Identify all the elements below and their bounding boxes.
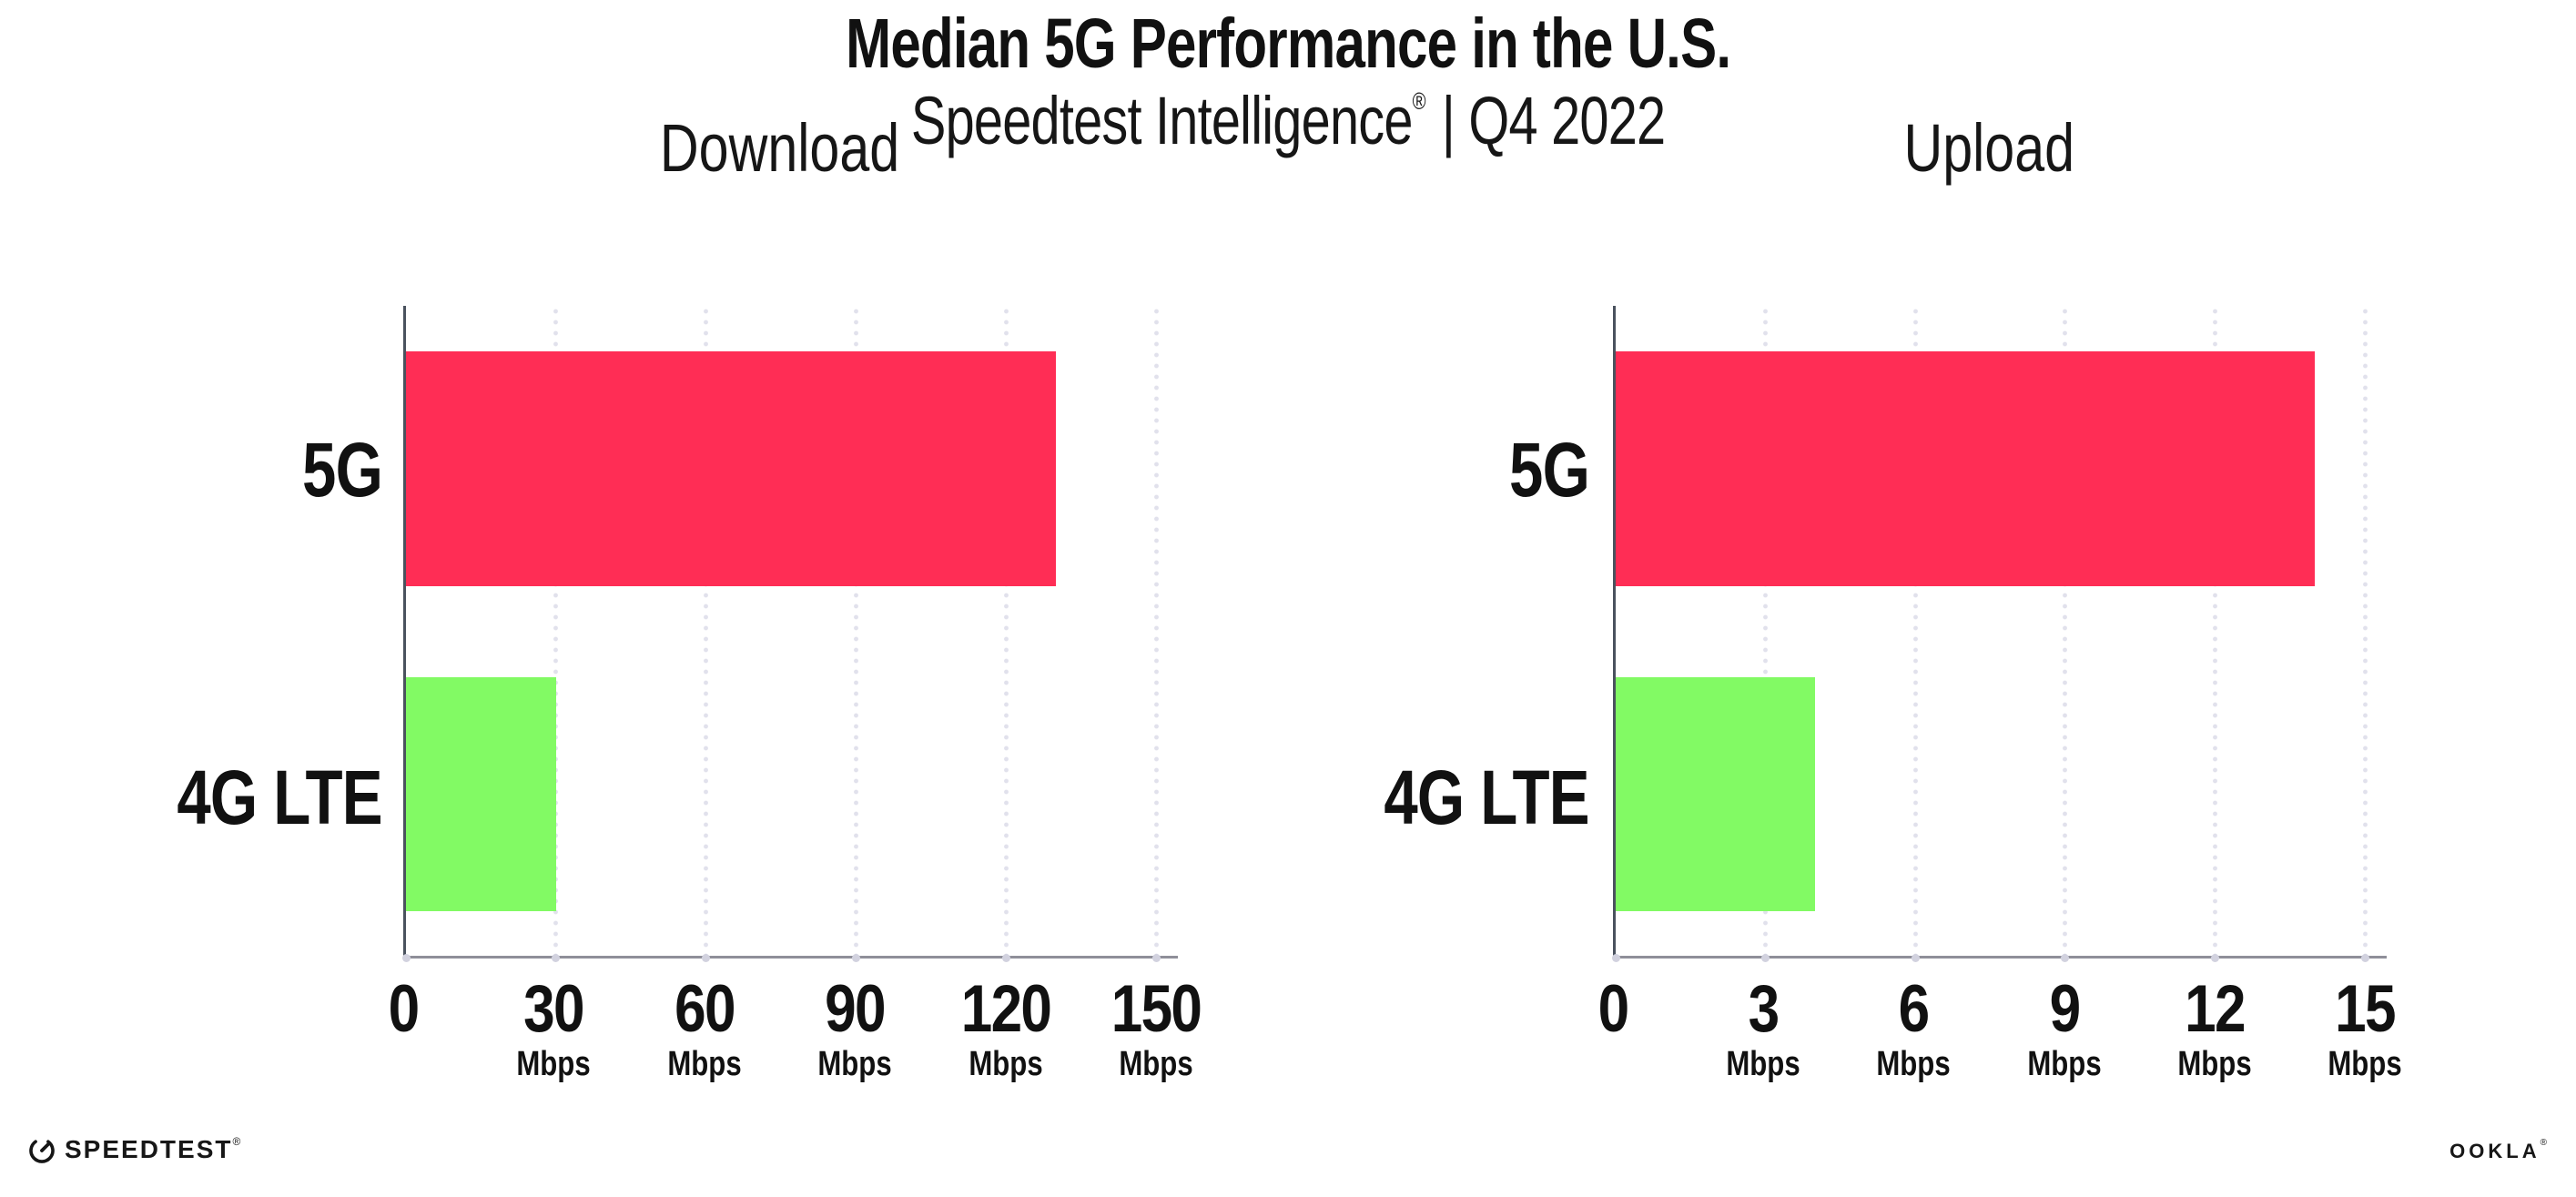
gridline-3-mbps	[1763, 306, 1769, 956]
tick-number: 9	[2049, 972, 2081, 1046]
tick-unit-label: Mbps	[817, 1045, 892, 1083]
tick-number: 90	[825, 972, 886, 1046]
axis-tick-dot	[2360, 954, 2369, 962]
gridline-150-mbps	[1153, 306, 1159, 956]
speedtest-logo: SPEEDTEST ®	[27, 1131, 240, 1168]
tick-number: 0	[1597, 972, 1630, 1046]
upload-scale-region	[1611, 306, 2369, 962]
speedtest-wordmark: SPEEDTEST	[65, 1135, 233, 1163]
category-label-4g-lte: 4G LTE	[1384, 755, 1590, 840]
gridline-30-mbps	[553, 306, 559, 956]
gridline-90-mbps	[853, 306, 858, 956]
gridline-9-mbps	[2063, 306, 2068, 956]
tick-unit-label: Mbps	[1119, 1045, 1193, 1083]
axis-tick-dot	[2061, 954, 2070, 962]
download-x-axis-ticks: 0 30 Mbps 60 Mbps 90 Mbps 120 Mbps 150 Mbps	[389, 972, 1202, 1092]
x-tick-label-15: 15 Mbps	[2256, 972, 2474, 1084]
download-plot-area	[401, 306, 1178, 962]
page-subtitle: Speedtest Intelligence® | Q4 2022	[0, 84, 2576, 173]
tick-number: 15	[2335, 972, 2396, 1046]
axis-tick-dot	[702, 954, 711, 962]
axis-tick-dot	[851, 954, 860, 962]
tick-number: 0	[388, 972, 421, 1046]
page-title-text: Median 5G Performance in the U.S.	[845, 5, 1731, 83]
bar-4g-lte	[1616, 677, 1816, 912]
x-tick-label-9: 9 Mbps	[1955, 972, 2174, 1084]
page-subtitle-text: Speedtest Intelligence® | Q4 2022	[911, 84, 1666, 173]
tick-unit-label: Mbps	[1726, 1045, 1800, 1083]
x-tick-label-0: 0	[1504, 974, 1722, 1045]
bar-5g	[406, 350, 1057, 586]
upload-x-axis-ticks: 0 3 Mbps 6 Mbps 9 Mbps 12 Mbps 15 Mbps	[1598, 972, 2402, 1092]
tick-number: 12	[2184, 972, 2246, 1046]
tick-unit-label: Mbps	[516, 1045, 592, 1083]
upload-category-labels: 5G 4G LTE	[1347, 306, 1590, 959]
tick-number: 150	[1111, 972, 1202, 1046]
category-label-4g-lte: 4G LTE	[177, 755, 383, 840]
axis-tick-dot	[401, 954, 411, 962]
x-tick-label-6: 6 Mbps	[1804, 972, 2023, 1084]
tick-number: 60	[674, 972, 735, 1046]
axis-tick-dot	[1911, 954, 1920, 962]
subtitle-period: | Q4 2022	[1441, 83, 1666, 158]
ookla-logo: OOKLA ®	[2449, 1138, 2547, 1163]
bar-4g-lte	[406, 677, 556, 912]
download-chart-title: Download	[659, 110, 900, 186]
tick-unit-label: Mbps	[2026, 1045, 2102, 1083]
page-title: Median 5G Performance in the U.S.	[0, 5, 2576, 82]
tick-unit-label: Mbps	[2328, 1045, 2402, 1083]
gridline-60-mbps	[704, 306, 709, 956]
axis-tick-dot	[1611, 954, 1620, 962]
axis-tick-dot	[1151, 954, 1161, 962]
registered-mark: ®	[1412, 87, 1426, 115]
axis-tick-dot	[1761, 954, 1770, 962]
x-tick-label-150: 150 Mbps	[1047, 972, 1265, 1084]
tick-number: 30	[523, 972, 585, 1046]
axis-tick-dot	[2210, 954, 2219, 962]
axis-tick-dot	[552, 954, 561, 962]
axis-tick-dot	[1001, 954, 1010, 962]
category-label-5g: 5G	[301, 427, 383, 512]
tick-unit-label: Mbps	[1876, 1045, 1952, 1083]
registered-mark: ®	[2540, 1138, 2547, 1148]
category-label-5g: 5G	[1508, 427, 1590, 512]
x-tick-label-3: 3 Mbps	[1654, 972, 1872, 1084]
download-scale-region	[401, 306, 1161, 962]
tick-number: 120	[960, 972, 1051, 1046]
gridline-120-mbps	[1003, 306, 1009, 956]
bar-5g	[1616, 350, 2316, 586]
gridline-15-mbps	[2362, 306, 2368, 956]
x-tick-label-60: 60 Mbps	[595, 972, 814, 1084]
x-tick-label-90: 90 Mbps	[745, 972, 964, 1084]
subtitle-brand: Speedtest Intelligence	[910, 83, 1414, 158]
registered-mark: ®	[232, 1135, 241, 1148]
tick-unit-label: Mbps	[667, 1045, 742, 1083]
upload-chart-title: Upload	[1903, 110, 2074, 186]
tick-unit-label: Mbps	[2177, 1045, 2252, 1083]
x-tick-label-30: 30 Mbps	[444, 972, 663, 1084]
download-category-labels: 5G 4G LTE	[137, 306, 383, 959]
gridline-12-mbps	[2212, 306, 2217, 956]
upload-plot-area	[1611, 306, 2387, 962]
x-tick-label-12: 12 Mbps	[2105, 972, 2324, 1084]
x-tick-label-120: 120 Mbps	[897, 972, 1115, 1084]
tick-number: 6	[1898, 972, 1931, 1046]
tick-unit-label: Mbps	[968, 1045, 1043, 1083]
gridline-6-mbps	[1912, 306, 1918, 956]
ookla-wordmark: OOKLA	[2449, 1140, 2541, 1162]
x-tick-label-0: 0	[294, 974, 512, 1045]
speedtest-gauge-icon	[29, 1140, 55, 1163]
tick-number: 3	[1748, 972, 1780, 1046]
